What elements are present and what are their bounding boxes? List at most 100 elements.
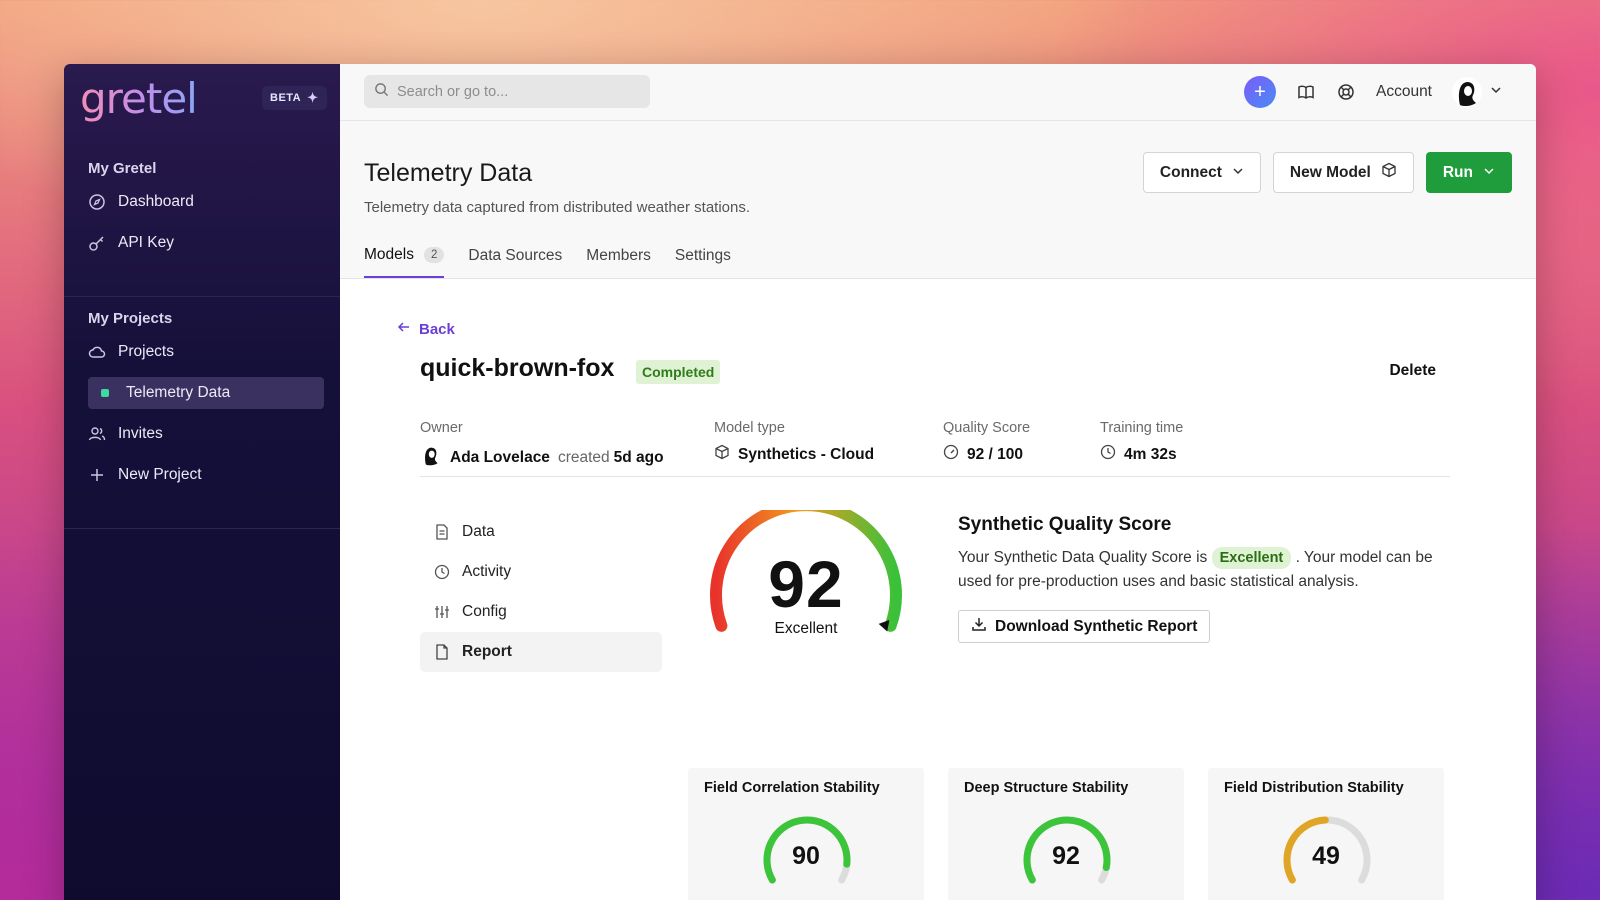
subnav-activity[interactable]: Activity [420,552,662,592]
meta-owner: Owner Ada Lovelace created 5d ago [420,420,664,471]
sidebar-divider [64,528,340,529]
subnav-report[interactable]: Report [420,632,662,672]
download-icon [971,616,987,637]
card-gauge [1283,816,1371,884]
subnav-config[interactable]: Config [420,592,662,632]
sidebar-item-projects[interactable]: Projects [64,336,340,368]
owner-name: Ada Lovelace [450,448,550,466]
users-icon [88,425,106,443]
tab-members[interactable]: Members [586,246,651,278]
created-word: created [557,448,610,466]
report-subnav: Data Activity Config Report [420,512,662,672]
app-window: gretel BETA ✦ My Gretel Dashboard API Ke… [64,64,1536,900]
card-gauge [763,816,851,884]
meta-label: Training time [1100,420,1184,436]
gauge-needle-marker [878,619,890,632]
tab-label: Models [364,246,414,263]
download-report-button[interactable]: Download Synthetic Report [958,610,1211,643]
sidebar-item-dashboard[interactable]: Dashboard [64,186,340,218]
meta-training-value: 4m 32s [1100,444,1183,465]
tab-label: Settings [674,247,731,264]
card-value: 90 [792,842,820,870]
gauge-fill [763,816,851,884]
tab-label: Members [586,247,651,264]
search-input[interactable]: Search or go to... [364,75,650,108]
clock-icon [1100,444,1116,465]
divider [420,476,1450,477]
header-actions: Connect New Model Run [1142,152,1512,193]
sidebar-item-label: API Key [118,234,174,251]
sidebar-heading: My Gretel [88,160,157,177]
sidebar-section-my-gretel: My Gretel Dashboard API Key [64,160,340,259]
meta-quality-score: Quality Score 92 / 100 [943,420,1030,465]
new-model-label: New Model [1289,163,1371,181]
plus-icon: + [1254,80,1266,103]
card-value: 49 [1312,842,1340,870]
card-value: 92 [1052,842,1080,870]
subnav-label: Data [462,523,495,540]
main-panel: Search or go to... + Account [340,64,1536,900]
sidebar-item-label: New Project [118,466,202,483]
avatar [420,444,442,471]
meta-model-type: Model type Synthetics - Cloud [714,420,874,465]
gretel-logo[interactable]: gretel [80,74,198,123]
subnav-label: Activity [462,563,512,580]
tab-count-badge: 2 [423,247,445,263]
avatar [1452,77,1482,107]
model-type: Synthetics - Cloud [738,445,875,463]
cube-icon [1381,162,1397,183]
help-lifebuoy-icon[interactable] [1336,82,1356,102]
sidebar-item-api-key[interactable]: API Key [64,227,340,259]
sidebar-item-new-project[interactable]: New Project [64,459,340,491]
beta-badge: BETA ✦ [262,86,327,110]
card-gauge [1023,816,1111,884]
quality-score-label: Excellent [774,620,838,637]
tab-data-sources[interactable]: Data Sources [468,246,562,278]
docs-book-icon[interactable] [1296,82,1316,102]
stability-cards: Field Correlation Stability 90 Deep Stru… [688,768,1444,900]
account-menu[interactable] [1452,77,1502,107]
run-button[interactable]: Run [1425,152,1512,193]
connect-label: Connect [1159,163,1222,181]
tab-models[interactable]: Models 2 [364,246,445,278]
training-time: 4m 32s [1124,445,1177,463]
search-placeholder: Search or go to... [397,83,509,100]
cloud-icon [88,343,106,361]
subnav-label: Report [462,643,512,660]
sidebar-item-invites[interactable]: Invites [64,418,340,450]
description-text: Your Synthetic Data Quality Score is [958,549,1208,566]
stability-card: Field Distribution Stability 49 [1208,768,1444,900]
cube-icon [714,444,730,465]
project-header: Telemetry Data Telemetry data captured f… [340,121,1536,279]
connect-button[interactable]: Connect [1142,152,1261,193]
back-label: Back [419,320,455,338]
model-detail: Back quick-brown-fox Completed Delete Ow… [340,280,1536,900]
new-model-button[interactable]: New Model [1272,152,1414,193]
chevron-down-icon [1490,83,1502,101]
subnav-label: Config [462,603,507,620]
meta-label: Owner [420,420,463,436]
sidebar-item-telemetry-data[interactable]: Telemetry Data [88,377,324,409]
delete-button[interactable]: Delete [1389,362,1436,379]
topbar: Search or go to... + Account [340,64,1536,121]
meta-owner-value: Ada Lovelace created 5d ago [420,444,664,471]
card-title: Deep Structure Stability [964,780,1129,796]
project-tabs: Models 2 Data Sources Members Settings [364,246,731,278]
sliders-icon [434,604,450,620]
plus-icon [88,466,106,484]
account-link[interactable]: Account [1375,83,1432,100]
sidebar-section-my-projects: My Projects Projects Telemetry Data Invi… [64,310,340,491]
create-button[interactable]: + [1243,76,1276,108]
page-subtitle: Telemetry data captured from distributed… [364,199,751,216]
gauge-fill [1283,816,1329,884]
sidebar-item-label: Projects [118,343,174,360]
tab-settings[interactable]: Settings [675,246,731,278]
stability-card: Field Correlation Stability 90 [688,768,924,900]
subnav-data[interactable]: Data [420,512,662,552]
quality-score-value: 92 [768,547,844,621]
clock-icon [434,564,450,580]
quality-score: 92 / 100 [967,445,1024,463]
speedometer-icon [943,444,959,465]
back-link[interactable]: Back [397,320,455,338]
meta-label: Quality Score [943,420,1031,436]
